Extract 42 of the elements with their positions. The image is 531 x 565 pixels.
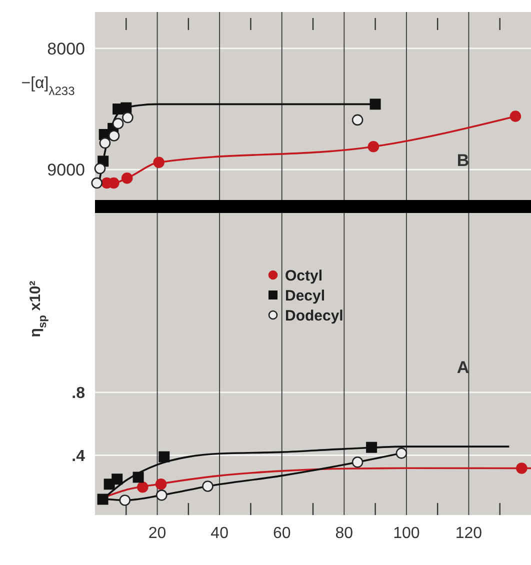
legend-label: Dodecyl	[285, 307, 344, 324]
point	[516, 462, 528, 474]
x-tick-label: 60	[272, 525, 291, 542]
annotation: B	[456, 151, 470, 170]
x-tick-label: 20	[148, 525, 166, 542]
y-tick-label: .8	[72, 384, 86, 402]
point	[120, 102, 132, 114]
point	[132, 472, 144, 483]
point	[137, 482, 148, 493]
annotation: A	[456, 358, 470, 378]
y-tick-label: .4	[72, 448, 86, 465]
legend-label: Octyl	[285, 267, 323, 284]
point	[366, 442, 378, 453]
point	[112, 118, 124, 130]
point	[153, 156, 164, 168]
y-tick-label: 8000	[47, 39, 85, 58]
point	[94, 162, 106, 174]
point	[112, 474, 123, 485]
point	[155, 478, 167, 490]
point	[202, 480, 214, 492]
legend-label: Decyl	[285, 287, 326, 304]
x-tick-label: 80	[335, 525, 354, 542]
x-tick-label: 100	[393, 525, 420, 542]
point	[352, 114, 364, 126]
point	[368, 140, 380, 152]
point	[99, 137, 111, 149]
x-tick-label: 40	[210, 525, 229, 542]
point	[352, 456, 364, 468]
y-axis-title: −[α]$_{λ233}$	[21, 75, 76, 98]
x-tick-label: 120	[455, 525, 482, 542]
point	[510, 110, 522, 122]
point	[91, 177, 103, 189]
point	[121, 172, 133, 184]
point	[396, 448, 408, 459]
point	[122, 112, 134, 124]
point	[119, 494, 131, 506]
point	[370, 98, 381, 110]
point	[97, 494, 108, 505]
point	[108, 130, 120, 142]
point	[158, 451, 170, 462]
point	[156, 490, 168, 501]
y-tick-label: 9000	[47, 160, 85, 180]
